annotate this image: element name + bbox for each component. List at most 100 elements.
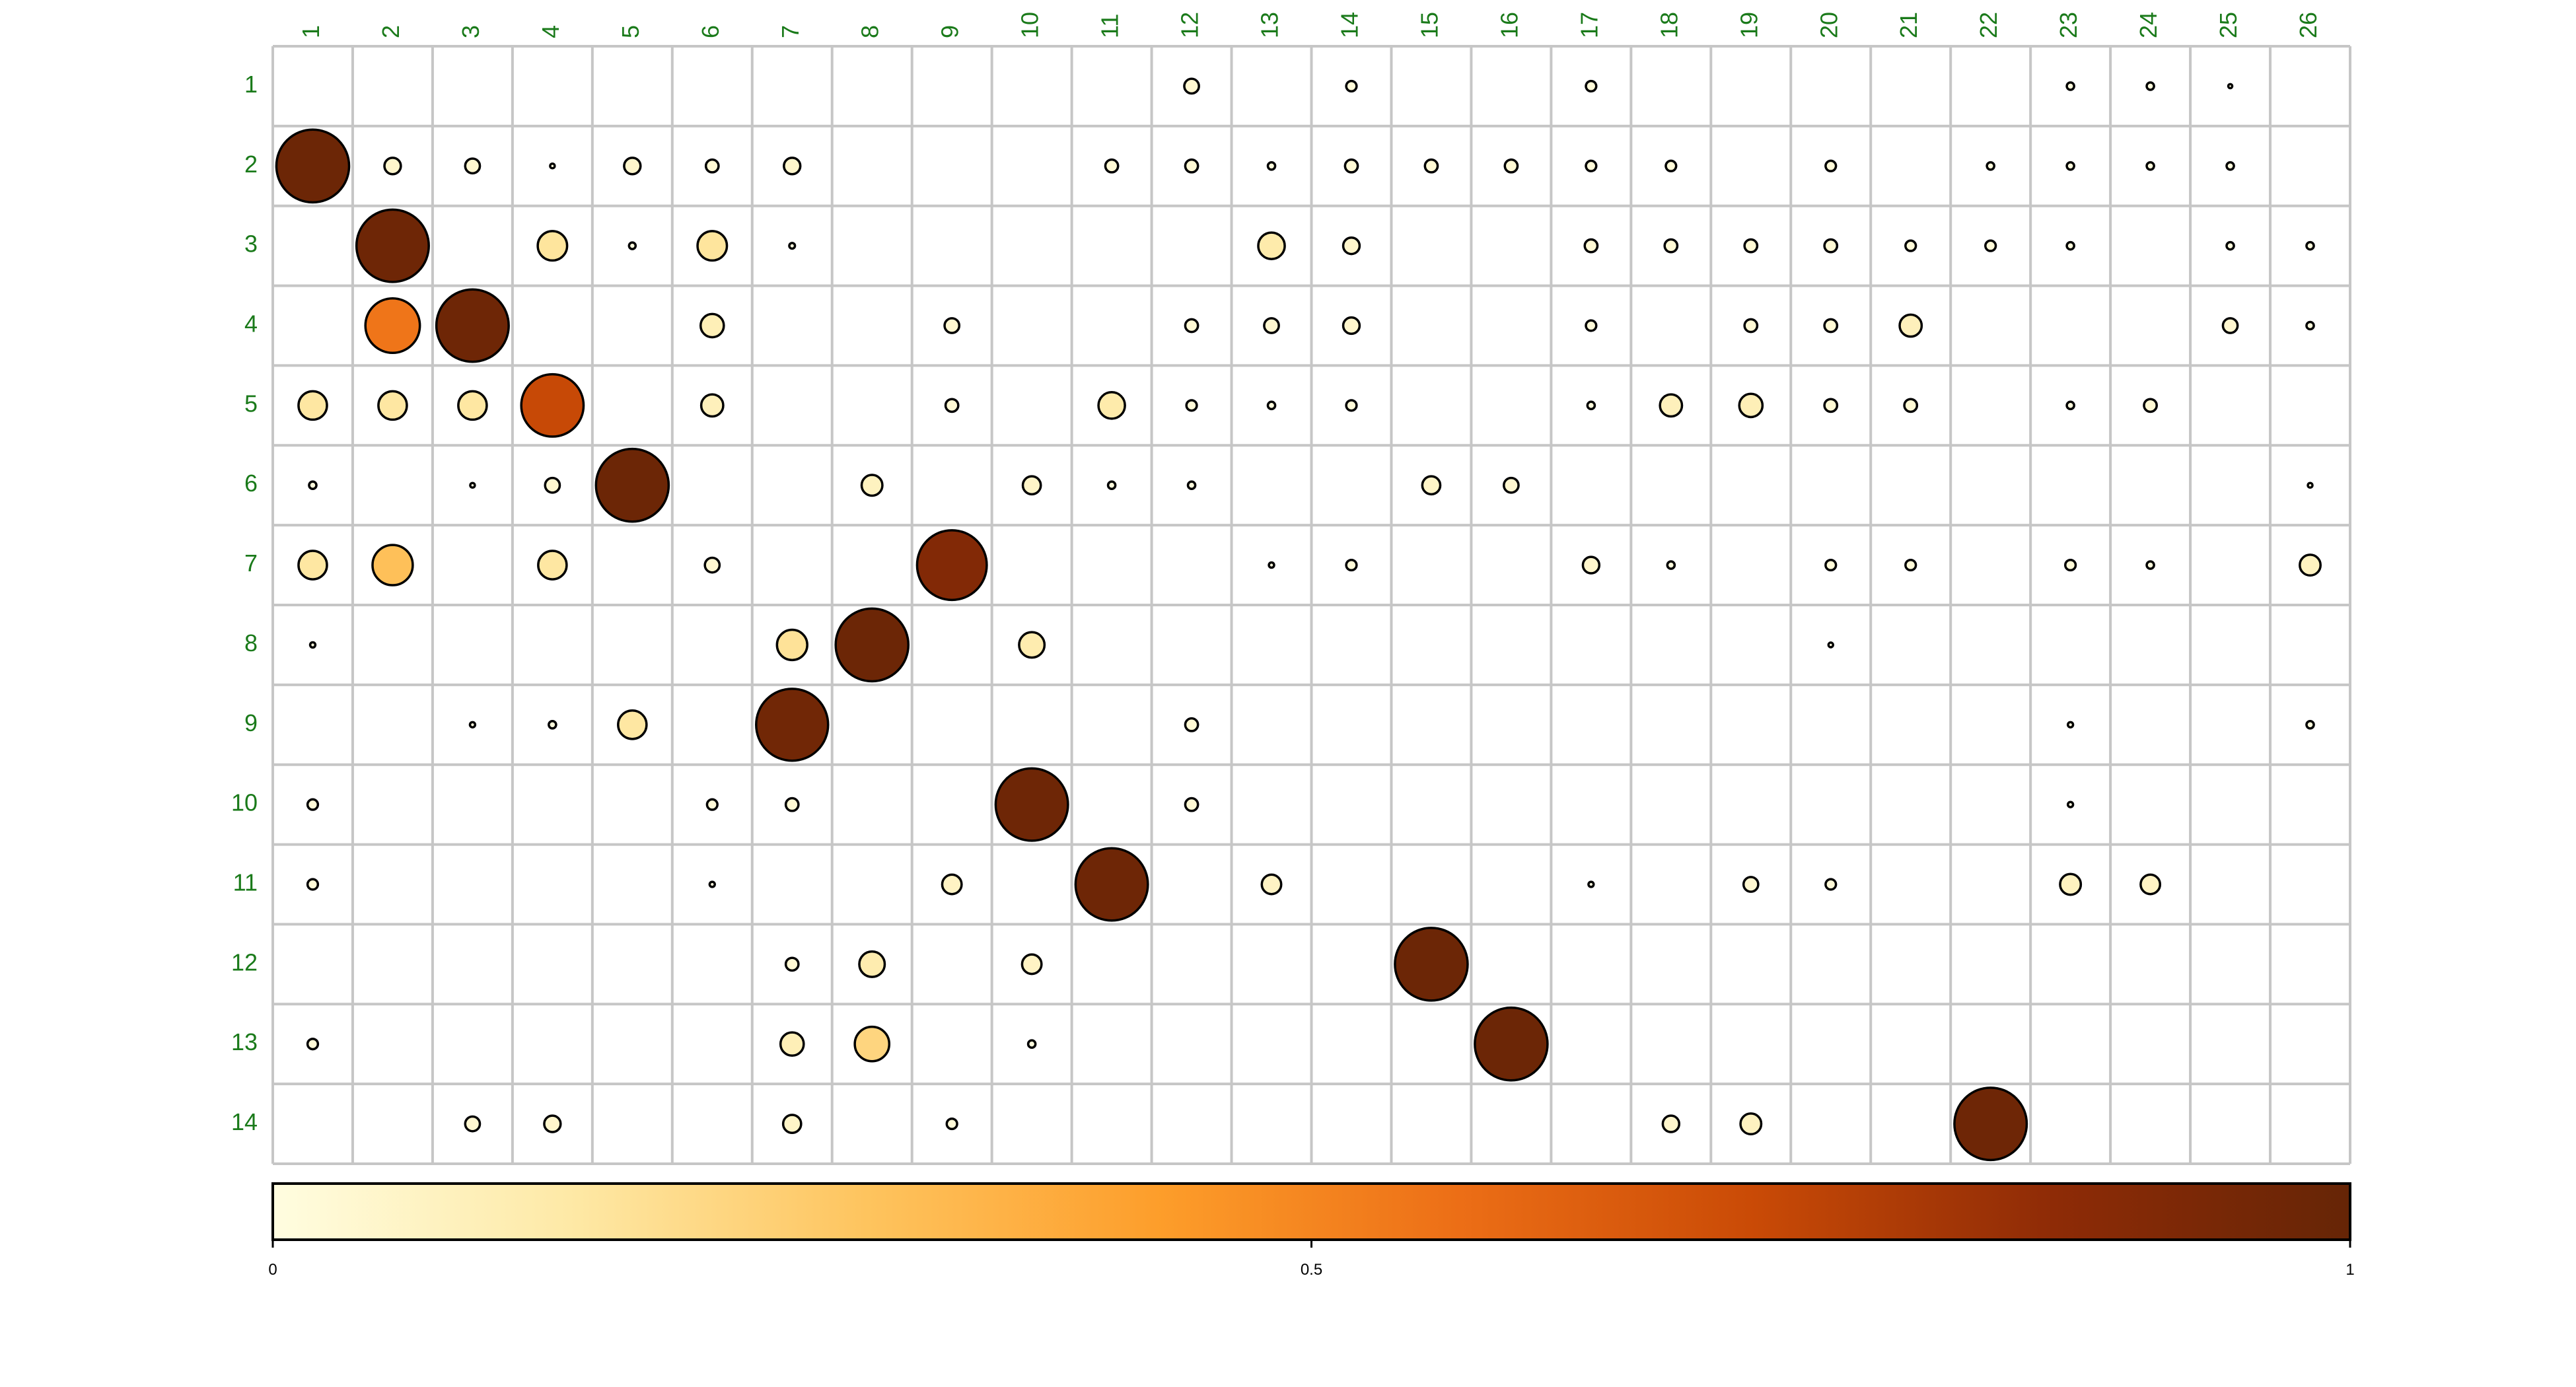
bubble-r8-c20 bbox=[1827, 641, 1835, 649]
bubble-r4-c13 bbox=[1263, 317, 1280, 334]
bubble-r5-c2 bbox=[377, 390, 408, 421]
bubble-r1-c14 bbox=[1345, 79, 1358, 93]
row-label: 13 bbox=[231, 1028, 258, 1055]
bubble-r2-c13 bbox=[1266, 160, 1277, 171]
bubble-r8-c10 bbox=[1018, 631, 1046, 659]
bubble-r11-c11 bbox=[1074, 847, 1149, 922]
bubble-r14-c18 bbox=[1661, 1114, 1681, 1133]
bubble-r4-c26 bbox=[2305, 320, 2315, 331]
bubble-r11-c23 bbox=[2059, 872, 2083, 896]
bubble-r4-c25 bbox=[2221, 317, 2239, 334]
bubble-r13-c7 bbox=[779, 1031, 805, 1057]
bubble-r4-c2 bbox=[364, 297, 421, 354]
bubble-r7-c2 bbox=[371, 544, 414, 587]
bubble-r2-c3 bbox=[464, 157, 482, 175]
bubble-r5-c6 bbox=[699, 393, 725, 418]
bubble-r3-c18 bbox=[1663, 238, 1679, 254]
row-label: 12 bbox=[231, 948, 258, 976]
column-label: 22 bbox=[1975, 12, 2002, 38]
bubble-r5-c1 bbox=[297, 390, 328, 421]
bubble-r8-c7 bbox=[775, 628, 808, 662]
row-label: 3 bbox=[244, 231, 258, 258]
column-label: 8 bbox=[857, 25, 884, 38]
bubble-r5-c11 bbox=[1097, 391, 1126, 420]
column-label: 15 bbox=[1415, 12, 1443, 38]
bubble-r5-c4 bbox=[520, 373, 585, 438]
bubble-r6-c11 bbox=[1106, 480, 1117, 491]
bubble-r3-c14 bbox=[1342, 236, 1361, 256]
bubble-r2-c18 bbox=[1664, 159, 1678, 172]
bubble-r14-c3 bbox=[464, 1115, 482, 1133]
bubble-r3-c13 bbox=[1257, 231, 1286, 260]
bubble-r2-c16 bbox=[1503, 158, 1519, 174]
bubble-r5-c21 bbox=[1903, 398, 1919, 413]
bubble-r14-c9 bbox=[945, 1117, 958, 1131]
bubble-r7-c4 bbox=[537, 550, 568, 581]
bubble-r7-c23 bbox=[2064, 558, 2077, 572]
bubble-r3-c20 bbox=[1823, 238, 1839, 254]
grid bbox=[271, 45, 2351, 1165]
bubble-r5-c14 bbox=[1345, 399, 1358, 412]
colorbar: 0 0.5 1 bbox=[268, 1182, 2355, 1279]
bubble-r3-c25 bbox=[2225, 240, 2235, 251]
bubble-r7-c1 bbox=[297, 550, 328, 581]
bubble-r5-c9 bbox=[944, 398, 960, 413]
bubble-r4-c12 bbox=[1184, 318, 1199, 334]
column-label: 23 bbox=[2055, 12, 2082, 38]
bubble-r9-c7 bbox=[755, 688, 830, 762]
row-label: 5 bbox=[244, 390, 258, 417]
column-label: 20 bbox=[1815, 12, 1842, 38]
bubble-r10-c1 bbox=[306, 798, 320, 811]
column-label: 13 bbox=[1256, 12, 1283, 38]
row-label: 2 bbox=[244, 151, 258, 178]
column-label: 12 bbox=[1176, 12, 1203, 38]
bubble-r11-c6 bbox=[708, 880, 716, 888]
bubble-r2-c12 bbox=[1184, 158, 1199, 174]
row-label: 8 bbox=[244, 629, 258, 657]
colorbar-bar bbox=[271, 1182, 2351, 1241]
bubble-r3-c17 bbox=[1583, 238, 1599, 254]
bubble-r10-c23 bbox=[2066, 800, 2075, 808]
bubble-r2-c24 bbox=[2145, 160, 2155, 171]
bubble-r4-c17 bbox=[1585, 319, 1598, 332]
bubble-r1-c12 bbox=[1183, 77, 1200, 95]
bubble-r10-c12 bbox=[1184, 797, 1199, 812]
bubble-r2-c14 bbox=[1343, 158, 1359, 174]
bubble-r3-c5 bbox=[627, 241, 637, 250]
bubble-r11-c20 bbox=[1824, 878, 1838, 891]
bubble-r10-c10 bbox=[994, 767, 1069, 842]
bubble-r5-c20 bbox=[1823, 398, 1839, 413]
row-label: 10 bbox=[231, 789, 258, 816]
bubble-r9-c23 bbox=[2066, 721, 2075, 729]
bubble-r2-c11 bbox=[1104, 158, 1120, 174]
column-label: 17 bbox=[1575, 12, 1602, 38]
bubble-r7-c18 bbox=[1666, 560, 1676, 570]
column-label: 1 bbox=[297, 25, 324, 38]
bubble-r6-c12 bbox=[1186, 480, 1197, 491]
bubble-r2-c2 bbox=[383, 157, 402, 176]
column-label: 14 bbox=[1336, 12, 1363, 38]
bubble-r6-c1 bbox=[308, 480, 318, 491]
bubble-r1-c23 bbox=[2065, 81, 2075, 91]
bubble-r2-c5 bbox=[623, 157, 642, 176]
column-label: 9 bbox=[937, 25, 964, 38]
bubble-r7-c14 bbox=[1345, 558, 1358, 572]
bubble-r5-c13 bbox=[1266, 400, 1277, 411]
bubble-r3-c23 bbox=[2065, 240, 2075, 251]
column-label: 7 bbox=[777, 25, 804, 38]
row-label: 7 bbox=[244, 550, 258, 577]
bubble-r12-c7 bbox=[784, 956, 800, 972]
bubble-r13-c10 bbox=[1026, 1039, 1037, 1049]
bubble-r4-c20 bbox=[1823, 318, 1839, 334]
bubbles bbox=[275, 77, 2322, 1162]
column-label: 11 bbox=[1096, 14, 1124, 38]
bubble-r1-c17 bbox=[1585, 79, 1598, 93]
bubble-r1-c25 bbox=[2227, 83, 2234, 90]
column-label: 25 bbox=[2215, 12, 2242, 38]
bubble-r4-c21 bbox=[1898, 313, 1923, 338]
bubble-r2-c22 bbox=[1986, 160, 1995, 171]
column-label: 26 bbox=[2295, 12, 2322, 38]
bubble-r13-c8 bbox=[853, 1025, 891, 1063]
